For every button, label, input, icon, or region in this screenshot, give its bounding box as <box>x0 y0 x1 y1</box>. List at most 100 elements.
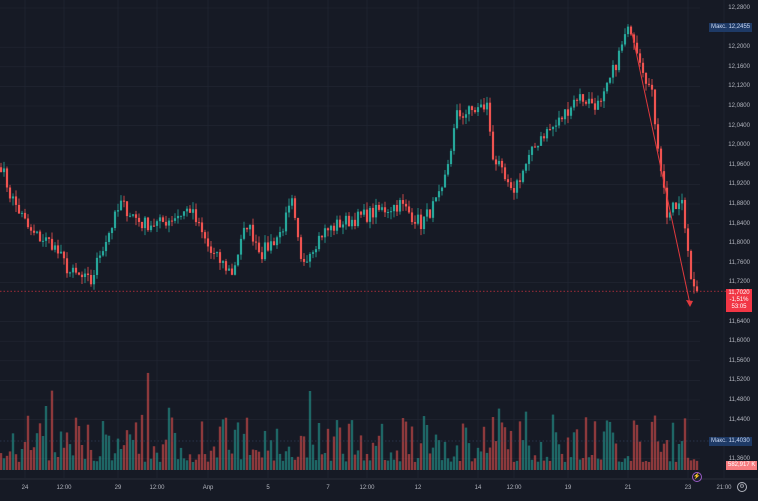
volume-bar <box>650 421 654 470</box>
candle-body <box>254 241 258 243</box>
candle-body <box>686 228 690 251</box>
volume-bar <box>425 424 429 470</box>
gear-icon[interactable]: ⚙ <box>737 482 747 492</box>
candle-body <box>434 197 438 202</box>
candle-body <box>419 214 423 230</box>
y-tick-label: 11,9600 <box>728 161 750 168</box>
candle-body <box>305 261 309 263</box>
volume-bar <box>611 432 615 470</box>
candle-body <box>338 219 342 228</box>
candle-body <box>398 200 402 212</box>
volume-bar <box>296 456 300 470</box>
bar-countdown: 53:05 <box>731 304 747 310</box>
volume-bar <box>182 458 186 470</box>
candle-body <box>368 207 372 222</box>
volume-bar <box>266 450 270 470</box>
volume-bar <box>608 421 612 470</box>
candle-body <box>350 219 354 227</box>
candle-body <box>311 252 315 254</box>
volume-bar <box>416 458 420 470</box>
volume-bar <box>401 418 405 470</box>
candle-body <box>659 148 663 172</box>
candle-body <box>392 205 396 212</box>
volume-bar <box>437 440 441 470</box>
candle-body <box>476 107 480 113</box>
candle-body <box>32 230 36 233</box>
volume-bar <box>620 461 624 470</box>
volume-last-value: 582,917 K <box>728 462 756 468</box>
candle-body <box>665 187 669 218</box>
candle-body <box>344 215 348 225</box>
candle-body <box>17 204 21 214</box>
candle-body <box>92 275 96 285</box>
volume-bar <box>56 457 60 470</box>
candle-body <box>503 167 507 180</box>
candle-body <box>638 53 642 63</box>
volume-bar <box>494 441 498 470</box>
volume-bar <box>131 439 135 470</box>
volume-bar <box>110 460 114 470</box>
candle-body <box>251 224 255 242</box>
candle-body <box>533 146 537 148</box>
candle-body <box>575 99 579 101</box>
volume-bar <box>20 449 24 470</box>
candle-body <box>65 258 69 274</box>
candle-body <box>563 109 567 120</box>
candle-body <box>272 241 276 246</box>
volume-bar <box>101 421 105 470</box>
candle-body <box>71 267 75 273</box>
volume-bar <box>215 457 219 470</box>
candle-body <box>605 82 609 92</box>
candle-body <box>473 110 477 113</box>
candle-body <box>113 211 117 229</box>
candle-body <box>209 246 213 253</box>
y-tick-label: 11,3600 <box>728 455 750 462</box>
candle-body <box>383 207 387 213</box>
y-tick-label: 12,0800 <box>728 103 750 109</box>
volume-bar <box>398 461 402 470</box>
candle-body <box>53 245 57 250</box>
candle-body <box>191 209 195 213</box>
volume-bar <box>545 456 549 470</box>
candle-body <box>194 209 198 223</box>
candle-body <box>128 215 132 217</box>
lightning-icon[interactable]: ⚡ <box>692 472 702 482</box>
volume-bar <box>533 455 537 470</box>
candle-body <box>413 222 417 224</box>
volume-bar <box>17 461 21 470</box>
volume-bar <box>305 457 309 470</box>
candle-body <box>506 179 510 183</box>
candle-body <box>320 235 324 238</box>
volume-bar <box>140 414 144 470</box>
volume-bar <box>470 461 474 470</box>
volume-bar <box>380 423 384 470</box>
volume-bar <box>317 422 321 470</box>
candle-body <box>5 168 9 188</box>
candle-body <box>173 218 177 221</box>
candle-body <box>206 238 210 247</box>
x-tick-label: 24 <box>21 485 29 491</box>
volume-max-label: Макс. <box>711 438 727 444</box>
volume-bar <box>572 432 576 470</box>
volume-bar <box>500 422 504 470</box>
volume-bar <box>35 433 39 470</box>
y-tick-label: 11,7600 <box>728 259 750 266</box>
candle-body <box>551 126 555 130</box>
candle-body <box>302 258 306 262</box>
candle-body <box>626 26 630 35</box>
last-price-value: 11,7020 <box>728 290 750 296</box>
volume-bar <box>626 456 630 470</box>
candle-body <box>26 218 30 228</box>
candle-body <box>197 222 201 224</box>
volume-bar <box>68 444 72 470</box>
candle-body <box>11 196 15 199</box>
volume-bar <box>260 457 264 470</box>
candle-body <box>125 201 129 217</box>
candle-body <box>689 250 693 280</box>
candle-body <box>617 50 621 71</box>
candle-body <box>572 99 576 108</box>
candle-body <box>134 214 138 218</box>
volume-bar <box>290 456 294 470</box>
